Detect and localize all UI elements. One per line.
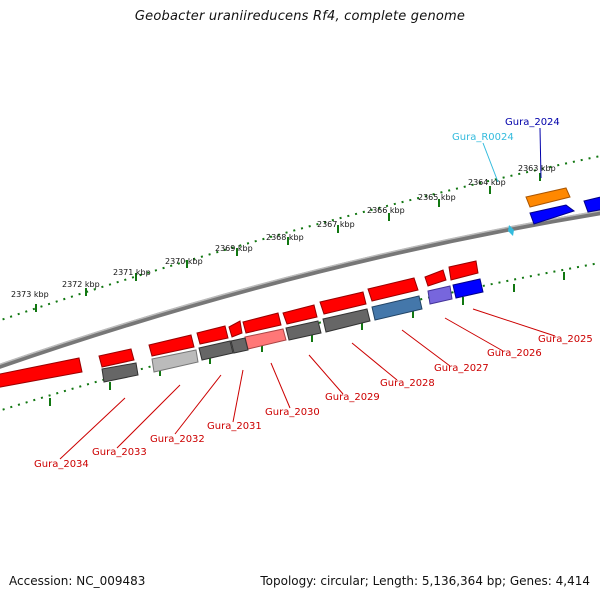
label-gura-2027[interactable]: Gura_2027 (434, 363, 489, 374)
kbp-label: 2370 kbp (165, 257, 203, 266)
inner-ruler (0, 261, 600, 412)
genome-backbone (0, 210, 600, 369)
kbp-label: 2366 kbp (367, 206, 405, 215)
leader-gura-2025 (472, 308, 556, 337)
gene-red-fwd-10[interactable] (98, 348, 135, 368)
kbp-label: 2367 kbp (317, 220, 355, 229)
label-gura-2031[interactable]: Gura_2031 (207, 421, 262, 432)
label-gura-2030[interactable]: Gura_2030 (265, 407, 320, 418)
gene-gura-r0024[interactable] (508, 225, 514, 236)
gene-labels: Gura_2024 Gura_R0024 Gura_2025 Gura_2026… (34, 117, 593, 470)
genome-title: Geobacter uraniireducens Rf4, complete g… (134, 9, 466, 24)
leader-gura-2031 (232, 369, 244, 423)
reverse-genes (101, 278, 484, 383)
gene-red-fwd-3[interactable] (367, 277, 419, 302)
kbp-label: 2368 kbp (266, 233, 304, 242)
gene-gura-2024-orange[interactable] (525, 187, 571, 208)
accession-text: Accession: NC_009483 (9, 574, 146, 588)
kbp-label: 2371 kbp (113, 268, 151, 277)
gene-gura-2027[interactable] (371, 295, 423, 321)
gene-gura-2026[interactable] (427, 285, 453, 305)
kbp-label: 2373 kbp (11, 290, 49, 299)
label-gura-2028[interactable]: Gura_2028 (380, 378, 435, 389)
gene-red-fwd-5[interactable] (282, 304, 318, 325)
label-gura-2024[interactable]: Gura_2024 (505, 117, 560, 128)
leader-gura-2032 (174, 374, 222, 435)
kbp-label: 2372 kbp (62, 280, 100, 289)
gene-red-fwd-9[interactable] (148, 334, 195, 357)
leader-gura-2028 (351, 342, 398, 381)
genome-stats-text: Topology: circular; Length: 5,136,364 bp… (260, 574, 590, 588)
gene-red-fwd-2[interactable] (424, 269, 447, 287)
leader-gura-2026 (444, 317, 504, 352)
leader-gura-r0024 (482, 142, 499, 183)
label-gura-r0024[interactable]: Gura_R0024 (452, 132, 514, 143)
leader-gura-2034 (59, 397, 126, 460)
kbp-label: 2369 kbp (215, 244, 253, 253)
inner-major-ticks (49, 272, 565, 406)
label-gura-2032[interactable]: Gura_2032 (150, 434, 205, 445)
gene-gura-2025[interactable] (452, 278, 484, 299)
outer-ruler (0, 155, 600, 322)
gene-red-fwd-8[interactable] (196, 325, 229, 345)
leader-gura-2024 (539, 127, 542, 179)
label-gura-2026[interactable]: Gura_2026 (487, 348, 542, 359)
forward-genes (0, 187, 600, 388)
gene-gura-2032[interactable] (151, 349, 199, 373)
gene-red-fwd-6[interactable] (242, 312, 282, 334)
leader-gura-2027 (401, 329, 451, 367)
gene-red-fwd-11[interactable] (0, 357, 83, 388)
kbp-labels: 2373 kbp 2372 kbp 2371 kbp 2370 kbp 2369… (11, 164, 556, 299)
gene-gura-2031b[interactable] (198, 340, 234, 361)
kbp-label: 2363 kbp (518, 164, 556, 173)
gene-red-fwd-1[interactable] (448, 260, 479, 281)
label-gura-2034[interactable]: Gura_2034 (34, 459, 89, 470)
gene-gura-2024-blue[interactable] (529, 204, 576, 225)
gene-blue-edge[interactable] (583, 196, 600, 213)
gene-gura-2031[interactable] (230, 337, 249, 354)
gene-gura-2029[interactable] (285, 320, 322, 341)
gene-gura-2028[interactable] (322, 308, 371, 333)
label-gura-2029[interactable]: Gura_2029 (325, 392, 380, 403)
gene-gura-2033[interactable] (101, 362, 139, 383)
kbp-label: 2364 kbp (468, 178, 506, 187)
gene-red-fwd-7[interactable] (228, 320, 243, 338)
leader-lines (59, 127, 556, 460)
genome-backbone-highlight (0, 210, 600, 366)
gene-red-fwd-4[interactable] (319, 291, 367, 315)
outer-major-ticks (35, 173, 541, 312)
leader-gura-2030 (270, 362, 291, 409)
label-gura-2033[interactable]: Gura_2033 (92, 447, 147, 458)
label-gura-2025[interactable]: Gura_2025 (538, 334, 593, 345)
kbp-label: 2365 kbp (418, 193, 456, 202)
leader-gura-2033 (116, 384, 181, 449)
leader-gura-2029 (308, 354, 344, 395)
